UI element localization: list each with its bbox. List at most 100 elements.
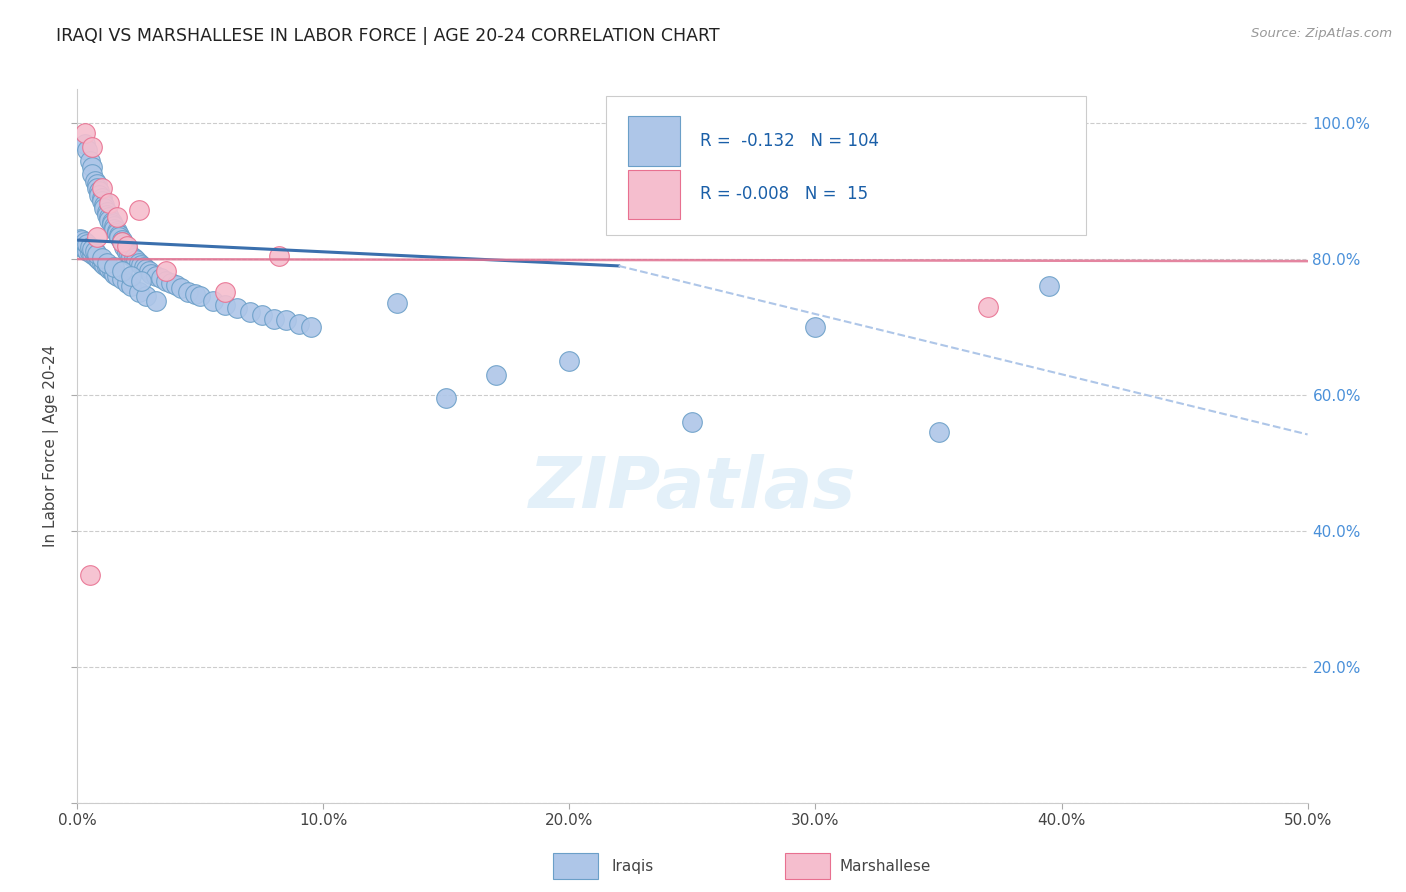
Point bbox=[131, 258, 153, 272]
Point bbox=[98, 212, 121, 227]
FancyBboxPatch shape bbox=[628, 169, 681, 219]
Text: IRAQI VS MARSHALLESE IN LABOR FORCE | AGE 20-24 CORRELATION CHART: IRAQI VS MARSHALLESE IN LABOR FORCE | AG… bbox=[56, 27, 720, 45]
Point bbox=[145, 294, 167, 309]
Point bbox=[83, 249, 105, 263]
Point bbox=[96, 204, 118, 219]
Point bbox=[86, 251, 108, 265]
Point bbox=[83, 244, 105, 258]
Point bbox=[103, 267, 125, 281]
Point bbox=[73, 136, 96, 151]
Point bbox=[89, 253, 111, 268]
Point bbox=[160, 276, 183, 290]
Point bbox=[177, 285, 200, 299]
Point bbox=[103, 260, 125, 275]
Point bbox=[112, 237, 135, 252]
Point bbox=[132, 260, 155, 275]
Point bbox=[105, 210, 128, 224]
Point bbox=[135, 289, 157, 303]
Point bbox=[83, 174, 105, 188]
Point bbox=[79, 240, 101, 254]
Point bbox=[115, 245, 138, 260]
Point bbox=[82, 246, 104, 260]
Point bbox=[111, 235, 132, 249]
Point bbox=[108, 230, 131, 244]
Point bbox=[90, 180, 114, 194]
Point bbox=[70, 233, 93, 247]
Point bbox=[115, 276, 138, 290]
Point bbox=[682, 415, 704, 429]
Point bbox=[86, 178, 108, 192]
Text: ZIPatlas: ZIPatlas bbox=[529, 454, 856, 524]
Point bbox=[111, 264, 132, 278]
Point bbox=[288, 317, 311, 331]
Point bbox=[115, 238, 138, 252]
Point bbox=[276, 313, 298, 327]
Point bbox=[69, 232, 91, 246]
Point bbox=[111, 272, 132, 286]
Point bbox=[82, 140, 104, 154]
Text: Source: ZipAtlas.com: Source: ZipAtlas.com bbox=[1251, 27, 1392, 40]
Point bbox=[79, 153, 101, 168]
Point bbox=[145, 269, 167, 284]
Point bbox=[122, 251, 145, 265]
Point bbox=[155, 274, 177, 288]
Point bbox=[299, 320, 322, 334]
Point bbox=[138, 264, 160, 278]
Point bbox=[93, 198, 115, 212]
Point bbox=[73, 242, 96, 256]
Point bbox=[79, 568, 101, 582]
Point bbox=[239, 305, 262, 319]
Point bbox=[558, 354, 581, 368]
Point bbox=[118, 246, 141, 260]
Point bbox=[93, 258, 115, 272]
Point bbox=[82, 167, 104, 181]
Point bbox=[125, 253, 148, 268]
Point bbox=[150, 271, 173, 285]
Point bbox=[93, 201, 115, 215]
Point bbox=[90, 191, 114, 205]
Text: R =  -0.132   N = 104: R = -0.132 N = 104 bbox=[700, 132, 879, 150]
Point bbox=[108, 228, 131, 243]
Point bbox=[105, 223, 128, 237]
Point bbox=[105, 269, 128, 284]
Point bbox=[263, 312, 285, 326]
Point bbox=[73, 235, 96, 249]
Point bbox=[607, 210, 630, 224]
Point bbox=[436, 392, 458, 406]
Point bbox=[90, 251, 114, 265]
Point bbox=[112, 240, 135, 254]
Point bbox=[90, 255, 114, 269]
Point bbox=[250, 308, 273, 322]
Point bbox=[165, 277, 187, 292]
Point bbox=[89, 184, 111, 198]
Point bbox=[76, 237, 98, 252]
Point bbox=[121, 269, 143, 284]
Point bbox=[86, 230, 108, 244]
Point bbox=[96, 255, 118, 269]
Point bbox=[76, 144, 98, 158]
FancyBboxPatch shape bbox=[606, 96, 1087, 235]
Point bbox=[79, 245, 101, 260]
Point bbox=[214, 285, 236, 299]
Point bbox=[76, 244, 98, 258]
Point bbox=[201, 294, 224, 309]
Point bbox=[96, 260, 118, 275]
Point bbox=[485, 368, 508, 382]
Point bbox=[977, 300, 1000, 314]
Y-axis label: In Labor Force | Age 20-24: In Labor Force | Age 20-24 bbox=[42, 345, 59, 547]
Point bbox=[101, 264, 124, 278]
Text: R = -0.008   N =  15: R = -0.008 N = 15 bbox=[700, 186, 868, 203]
Point bbox=[214, 298, 236, 312]
Point bbox=[135, 262, 157, 277]
Point bbox=[82, 242, 104, 256]
Point bbox=[387, 296, 409, 310]
Point bbox=[128, 285, 150, 299]
Point bbox=[103, 219, 125, 234]
Point bbox=[115, 242, 138, 256]
Point bbox=[69, 238, 91, 252]
Point bbox=[184, 287, 207, 301]
Point bbox=[111, 233, 132, 247]
Point bbox=[98, 262, 121, 277]
Point bbox=[98, 196, 121, 211]
Point bbox=[128, 203, 150, 218]
